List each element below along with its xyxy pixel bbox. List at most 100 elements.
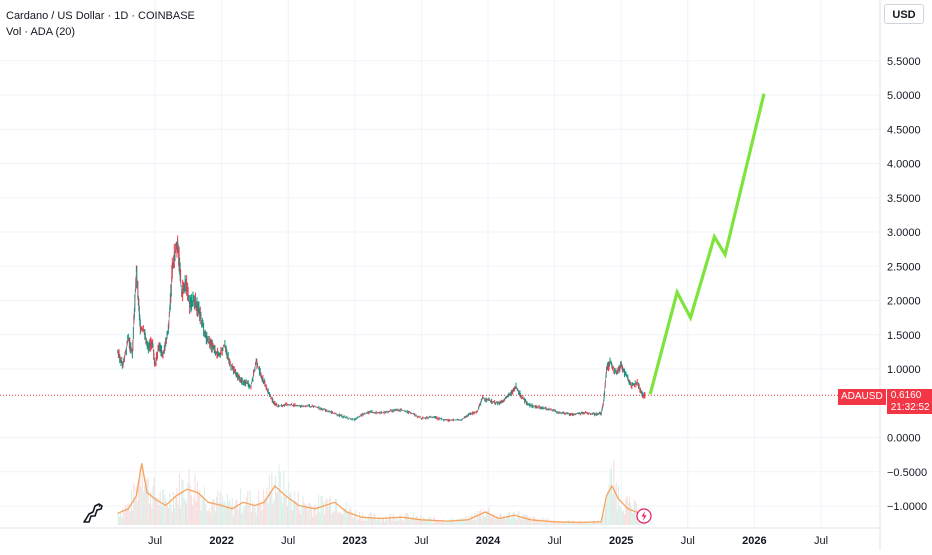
volume-bar: [180, 508, 182, 525]
tradingview-dino-icon[interactable]: [82, 502, 104, 529]
volume-bar: [445, 522, 447, 525]
volume-bar: [196, 482, 198, 525]
volume-bar: [474, 512, 476, 525]
volume-bar: [336, 499, 338, 525]
volume-bar: [178, 473, 180, 525]
volume-bar: [218, 502, 220, 525]
volume-bar: [398, 518, 400, 525]
volume-bar: [589, 523, 591, 525]
lightning-icon[interactable]: [636, 508, 652, 529]
volume-bar: [625, 498, 627, 525]
volume-bar: [204, 486, 206, 525]
volume-bar: [138, 481, 140, 525]
volume-bar: [240, 488, 242, 525]
volume-bar: [274, 475, 276, 525]
volume-bar: [333, 512, 335, 525]
volume-bar: [249, 490, 251, 525]
volume-bar: [524, 515, 526, 525]
volume-bar: [294, 490, 296, 525]
volume-bar: [379, 518, 381, 525]
volume-bar: [356, 517, 358, 525]
volume-bar: [614, 487, 616, 525]
x-tick-label: 2023: [343, 535, 367, 547]
volume-bar: [429, 517, 431, 525]
volume-bar: [586, 523, 588, 525]
volume-bar: [328, 498, 330, 525]
volume-bar: [216, 496, 218, 525]
x-tick-label: 2025: [609, 535, 633, 547]
volume-bar: [342, 514, 344, 525]
volume-bar: [225, 505, 227, 525]
volume-bar: [322, 501, 324, 525]
volume-bar: [463, 520, 465, 525]
volume-bar: [553, 519, 555, 525]
volume-bar: [355, 509, 357, 525]
volume-bar: [339, 512, 341, 525]
price-line: [117, 238, 646, 421]
volume-bar: [130, 489, 132, 525]
volume-bar: [482, 508, 484, 525]
volume-bar: [142, 491, 144, 525]
volume-bar: [230, 505, 232, 525]
volume-bar: [555, 520, 557, 525]
volume-bar: [271, 473, 273, 525]
volume-bar: [217, 490, 219, 525]
volume-bar: [637, 518, 639, 525]
volume-bar: [435, 520, 437, 525]
volume-bar: [439, 522, 441, 525]
volume-bar: [252, 502, 254, 525]
volume-bar: [118, 517, 120, 525]
volume-bar: [228, 501, 230, 525]
volume-bar: [189, 485, 191, 525]
volume-bar: [372, 518, 374, 525]
volume-bar: [345, 501, 347, 525]
volume-bar: [268, 475, 270, 525]
volume-bar: [624, 514, 626, 525]
y-tick-label: 5.0000: [887, 90, 921, 102]
volume-bar: [219, 492, 221, 525]
volume-bar: [511, 517, 513, 525]
volume-bar: [506, 515, 508, 525]
volume-bar: [500, 514, 502, 525]
volume-bar: [343, 510, 345, 525]
volume-bar: [607, 490, 609, 525]
y-tick-label: 3.5000: [887, 193, 921, 205]
volume-bar: [387, 519, 389, 525]
volume-bar: [382, 517, 384, 525]
volume-bar: [368, 514, 370, 525]
volume-bar: [126, 507, 128, 525]
volume-bar: [150, 492, 152, 525]
volume-bar: [552, 522, 554, 525]
x-tick-label: Jul: [148, 535, 162, 547]
volume-bar: [261, 510, 263, 525]
y-tick-label: 2.0000: [887, 296, 921, 308]
volume-bar: [570, 523, 572, 525]
volume-bar: [172, 492, 174, 525]
volume-bar: [159, 491, 161, 525]
volume-bar: [306, 504, 308, 525]
volume-bar: [282, 503, 284, 525]
currency-button[interactable]: USD: [884, 4, 924, 24]
volume-bar: [561, 522, 563, 525]
volume-bar: [414, 520, 416, 525]
volume-bar: [591, 520, 593, 525]
volume-bar: [409, 520, 411, 525]
volume-bar: [574, 523, 576, 525]
volume-bar: [582, 522, 584, 525]
volume-bar: [349, 506, 351, 525]
volume-bar: [448, 518, 450, 525]
volume-bar: [262, 489, 264, 525]
y-tick-label: 2.5000: [887, 261, 921, 273]
volume-bar: [393, 515, 395, 525]
volume-bar: [523, 514, 525, 525]
volume-bar: [247, 490, 249, 525]
volume-bar: [238, 506, 240, 525]
x-tick-label: Jul: [414, 535, 428, 547]
volume-bar: [619, 506, 621, 525]
volume-bar: [446, 521, 448, 525]
volume-bar: [242, 508, 244, 525]
volume-bar: [162, 489, 164, 525]
volume-bar: [627, 502, 629, 525]
